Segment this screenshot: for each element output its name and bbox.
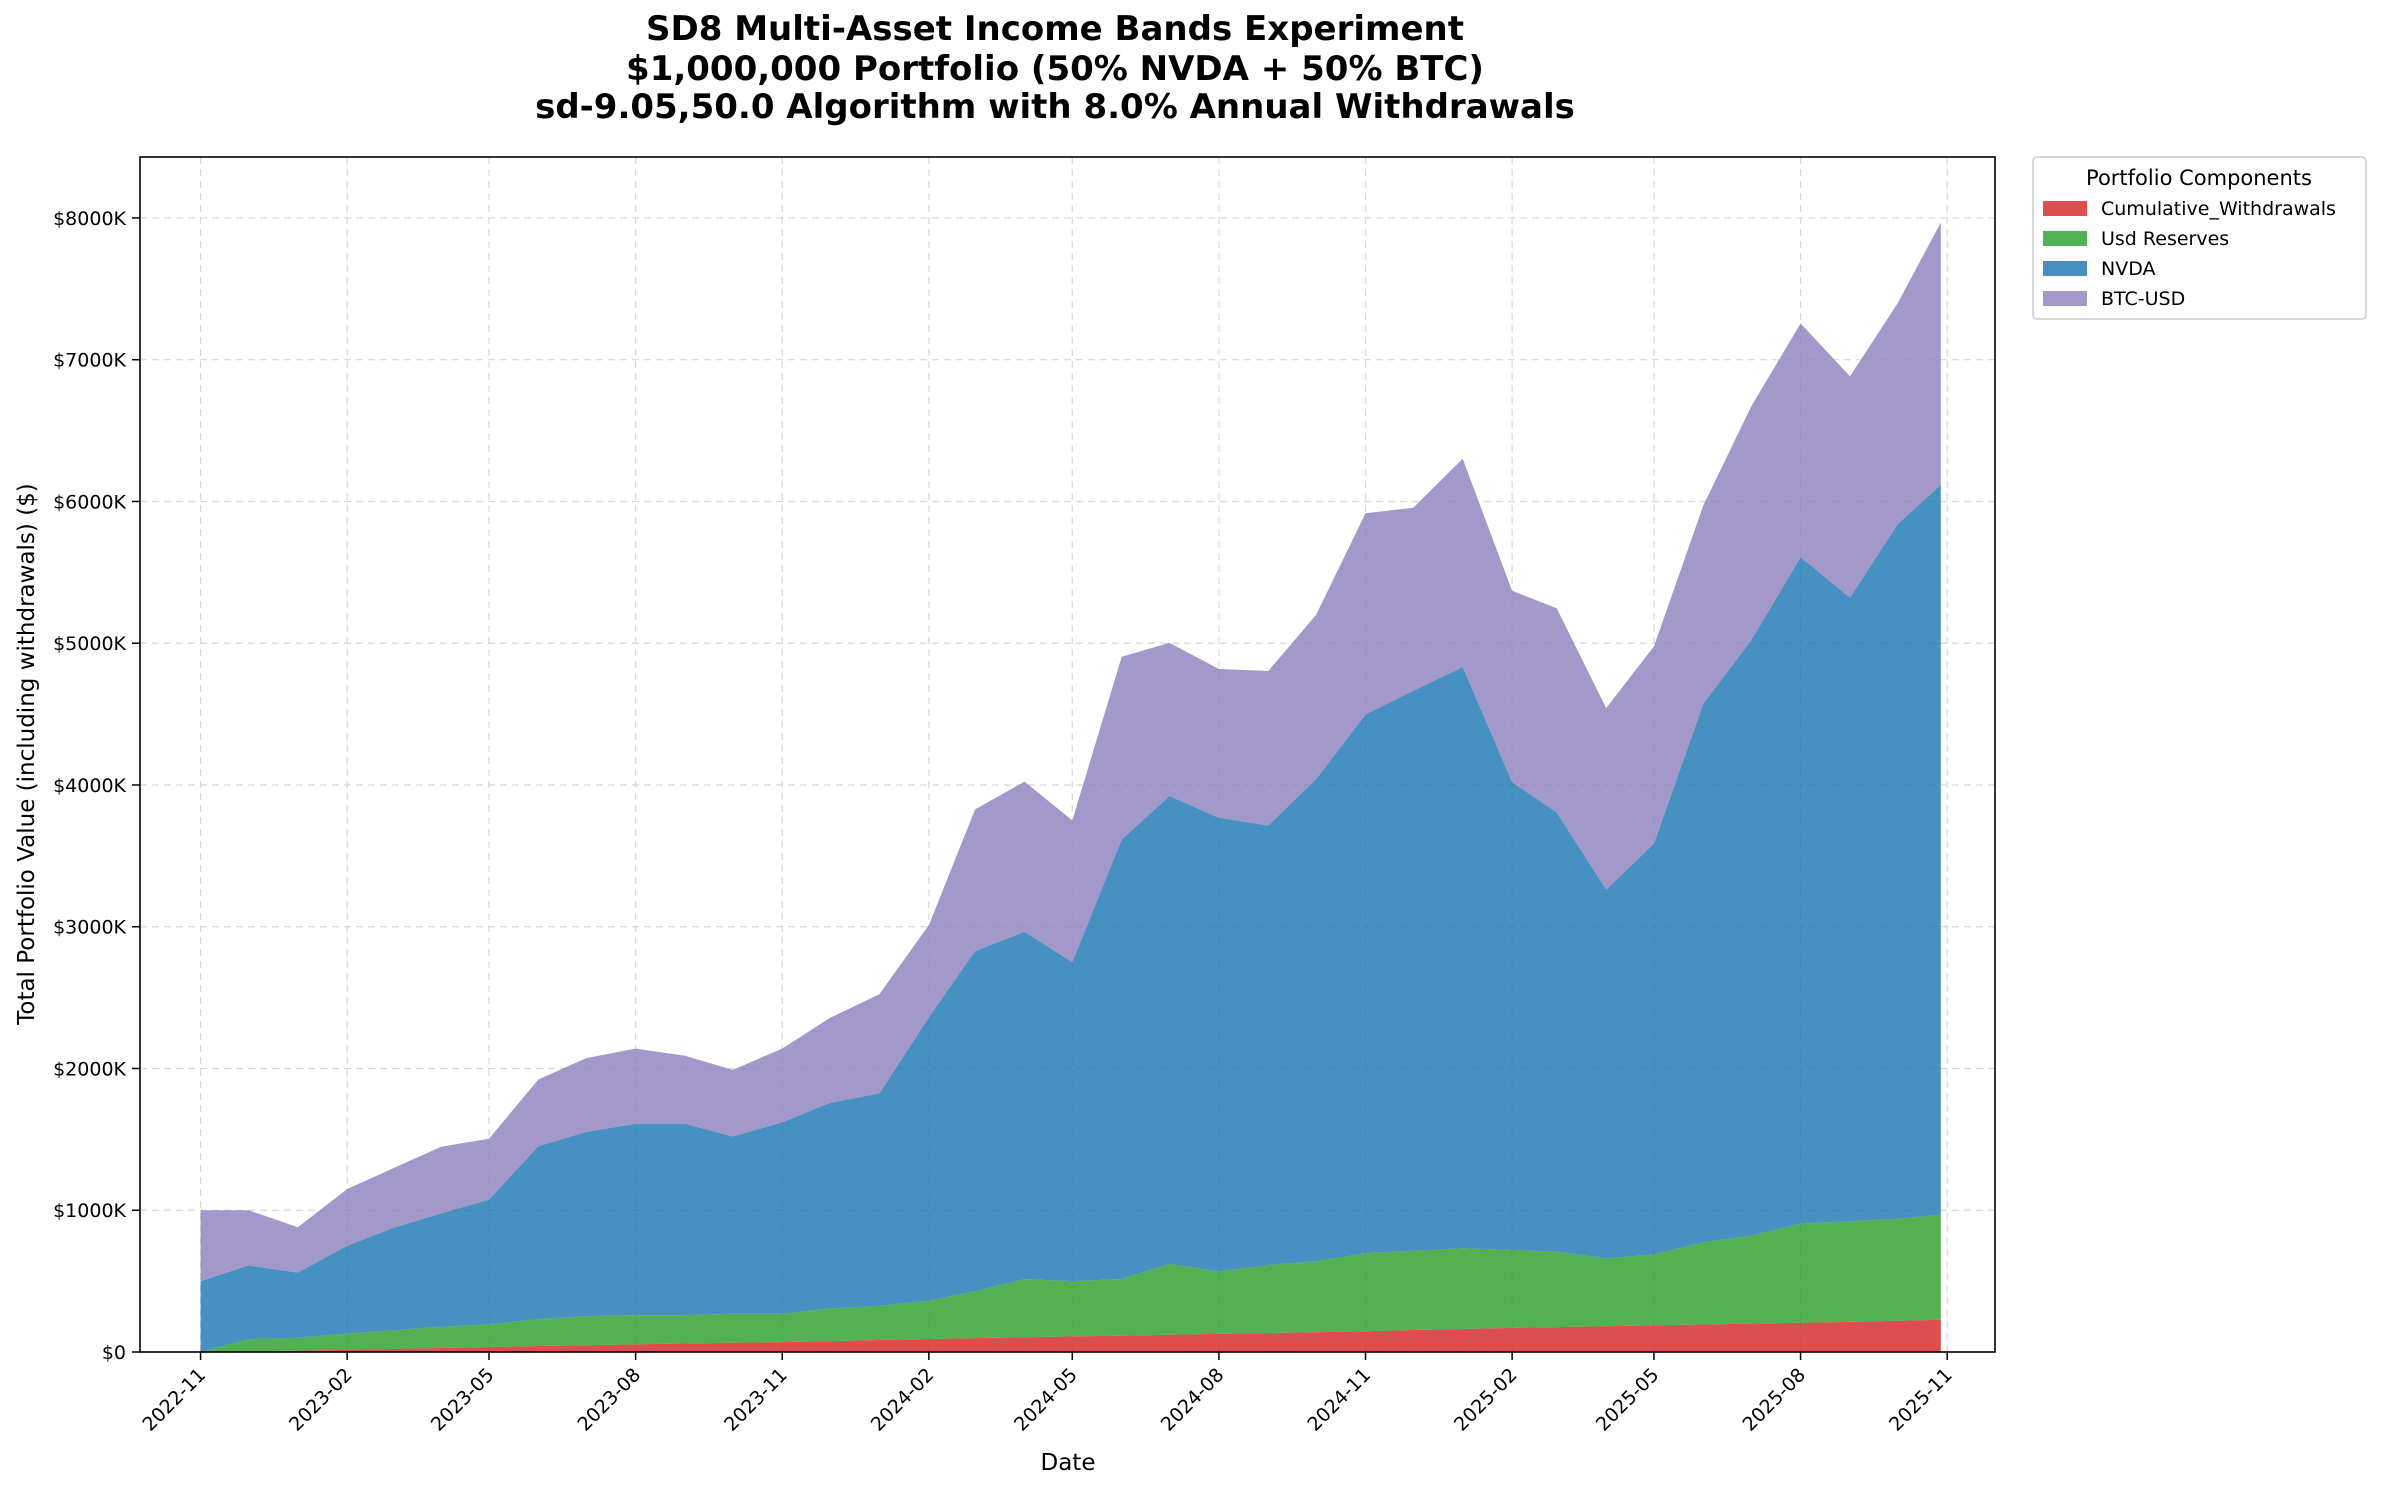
legend-label-usd-reserves: Usd Reserves [2101, 228, 2229, 250]
x-tick-label: 2023-11 [720, 1364, 792, 1436]
x-tick-label: 2024-08 [1157, 1364, 1229, 1436]
x-tick-label: 2024-11 [1303, 1364, 1375, 1436]
legend-title: Portfolio Components [2086, 166, 2312, 190]
y-tick-label: $4000K [53, 775, 126, 797]
x-tick-label: 2024-02 [867, 1364, 939, 1436]
y-tick-label: $8000K [53, 208, 126, 230]
x-tick-label: 2023-08 [573, 1364, 645, 1436]
area-btc-usd [200, 222, 1941, 1282]
y-tick-label: $1000K [53, 1200, 126, 1222]
y-tick-label: $3000K [53, 917, 126, 939]
legend-box [2032, 156, 2367, 320]
y-tick-label: $6000K [53, 491, 126, 513]
x-tick-label: 2024-05 [1010, 1364, 1082, 1436]
legend-swatch-btc-usd [2043, 291, 2087, 306]
y-axis-label: Total Portfolio Value (including withdra… [14, 483, 40, 1026]
chart-title-line-2: $1,000,000 Portfolio (50% NVDA + 50% BTC… [626, 49, 1484, 89]
x-tick-label: 2023-05 [427, 1364, 499, 1436]
chart-title-line-3: sd-9.05,50.0 Algorithm with 8.0% Annual … [535, 87, 1575, 127]
y-tick-label: $5000K [53, 633, 126, 655]
legend-swatch-cumulative-withdrawals [2043, 201, 2087, 216]
legend-label-nvda: NVDA [2101, 258, 2156, 280]
stacked-areas [200, 222, 1941, 1352]
area-nvda [200, 484, 1941, 1352]
x-tick-label: 2025-08 [1738, 1364, 1810, 1436]
chart-title-line-1: SD8 Multi-Asset Income Bands Experiment [646, 9, 1464, 49]
legend: Portfolio Components Cumulative_Withdraw… [2032, 156, 2367, 320]
legend-label-cumulative-withdrawals: Cumulative_Withdrawals [2101, 198, 2336, 220]
x-axis-label: Date [1041, 1450, 1096, 1476]
legend-items: Cumulative_Withdrawals Usd Reserves NVDA BT… [2043, 198, 2336, 310]
x-tick-label: 2023-02 [285, 1364, 357, 1436]
x-tick-label: 2025-02 [1450, 1364, 1522, 1436]
legend-swatch-usd-reserves [2043, 231, 2087, 246]
y-tick-label: $0 [102, 1342, 126, 1364]
legend-swatch-nvda [2043, 261, 2087, 276]
legend-label-btc-usd: BTC-USD [2101, 288, 2185, 310]
chart-title: SD8 Multi-Asset Income Bands Experiment … [535, 9, 1575, 127]
y-tick-label: $2000K [53, 1058, 126, 1080]
area-usd-reserves [200, 1214, 1941, 1352]
y-tick-label: $7000K [53, 350, 126, 372]
area-cumulative-withdrawals [200, 1319, 1941, 1352]
plot-frame [139, 156, 1996, 1353]
x-tick-label: 2022-11 [138, 1364, 210, 1436]
x-tick-label: 2025-05 [1592, 1364, 1664, 1436]
x-tick-label: 2025-11 [1885, 1364, 1957, 1436]
